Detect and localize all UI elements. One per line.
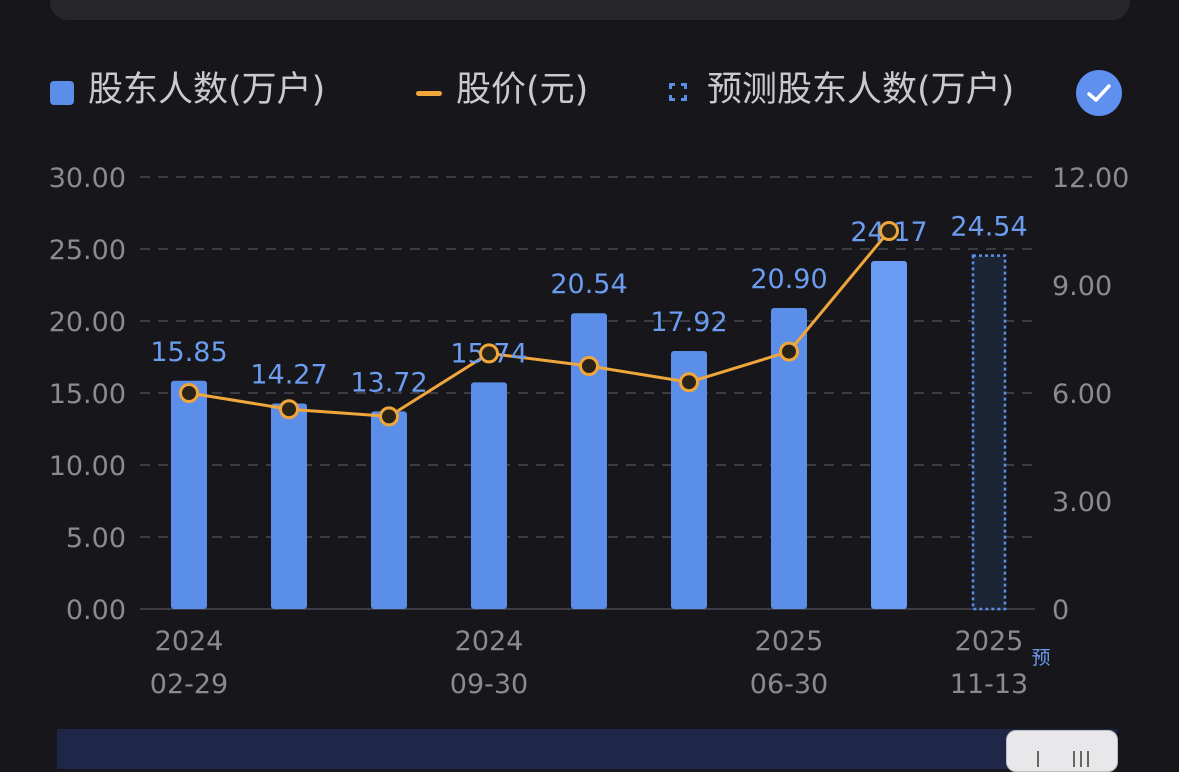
y-right-tick-label: 3.00 bbox=[1052, 487, 1112, 518]
bar-value-label: 20.54 bbox=[550, 269, 627, 300]
bar[interactable] bbox=[271, 403, 307, 609]
bar[interactable] bbox=[771, 308, 807, 609]
y-left-tick-label: 0.00 bbox=[66, 595, 126, 626]
price-point[interactable] bbox=[179, 383, 199, 403]
x-tick-label-date: 09-30 bbox=[450, 669, 528, 700]
y-left-tick-label: 30.00 bbox=[49, 163, 126, 194]
bar-value-label: 20.90 bbox=[750, 264, 827, 295]
x-tick-label-date: 02-29 bbox=[150, 669, 228, 700]
slider-grip-icon bbox=[1073, 751, 1075, 767]
y-right-tick-label: 6.00 bbox=[1052, 379, 1112, 410]
legend-swatch-forecast bbox=[669, 83, 687, 101]
x-tick-label-year: 2025 bbox=[755, 626, 824, 657]
bar-value-label: 13.72 bbox=[350, 367, 427, 398]
price-point[interactable] bbox=[379, 406, 399, 427]
bar[interactable] bbox=[871, 260, 907, 609]
y-left-tick-label: 15.00 bbox=[49, 379, 126, 410]
price-point[interactable] bbox=[279, 399, 299, 420]
price-point[interactable] bbox=[679, 372, 699, 393]
legend-label-holders: 股东人数(万户) bbox=[88, 70, 326, 110]
x-tick-label-year: 2024 bbox=[455, 626, 524, 657]
bar-value-label: 14.27 bbox=[250, 360, 327, 391]
y-left-tick-label: 25.00 bbox=[49, 235, 126, 266]
y-right-tick-label: 0 bbox=[1052, 595, 1069, 626]
bar[interactable] bbox=[371, 411, 407, 609]
x-tick-label-date: 06-30 bbox=[750, 669, 828, 700]
forecast-toggle-button[interactable] bbox=[1076, 70, 1122, 116]
bar-value-label: 15.85 bbox=[150, 337, 227, 368]
slider-grip-icon bbox=[1080, 751, 1082, 767]
price-point[interactable] bbox=[479, 343, 499, 364]
y-left-tick-label: 5.00 bbox=[66, 523, 126, 554]
legend-label-forecast: 预测股东人数(万户) bbox=[707, 70, 1015, 110]
bar[interactable] bbox=[571, 313, 607, 609]
check-icon bbox=[1087, 84, 1111, 102]
forecast-bar[interactable] bbox=[971, 254, 1007, 611]
combo-chart: 0.00 5.00 10.00 15.00 20.00 25.00 30.00 0 3.00 6.… bbox=[49, 163, 1130, 700]
slider-grip-icon bbox=[1037, 751, 1039, 767]
forecast-value-label: 24.54 bbox=[950, 212, 1027, 243]
forecast-tag: 预 bbox=[1031, 647, 1050, 669]
bar-value-label: 17.92 bbox=[650, 307, 727, 338]
y-left-tick-label: 20.00 bbox=[49, 307, 126, 338]
y-right-tick-label: 12.00 bbox=[1052, 163, 1129, 194]
price-point[interactable] bbox=[779, 341, 799, 362]
bar[interactable] bbox=[671, 350, 707, 609]
slider-grip-icon bbox=[1087, 751, 1089, 767]
price-point[interactable] bbox=[879, 221, 899, 241]
price-point[interactable] bbox=[579, 356, 599, 376]
x-tick-label-year: 2025 bbox=[955, 626, 1024, 657]
y-right-tick-label: 9.00 bbox=[1052, 271, 1112, 302]
legend-swatch-price bbox=[416, 91, 442, 96]
bar[interactable] bbox=[171, 380, 207, 609]
bar[interactable] bbox=[471, 382, 507, 609]
price-line bbox=[188, 230, 891, 418]
range-slider-track[interactable] bbox=[57, 729, 1117, 769]
x-tick-label-year: 2024 bbox=[155, 626, 224, 657]
y-left-tick-label: 10.00 bbox=[49, 451, 126, 482]
top-card bbox=[50, 0, 1130, 20]
x-tick-label-date: 11-13 bbox=[950, 669, 1028, 700]
legend-swatch-holders bbox=[50, 81, 74, 105]
legend: 股东人数(万户) 股价(元) 预测股东人数(万户) bbox=[50, 62, 1130, 122]
legend-label-price: 股价(元) bbox=[456, 70, 589, 110]
range-slider-handle[interactable] bbox=[1006, 730, 1118, 772]
